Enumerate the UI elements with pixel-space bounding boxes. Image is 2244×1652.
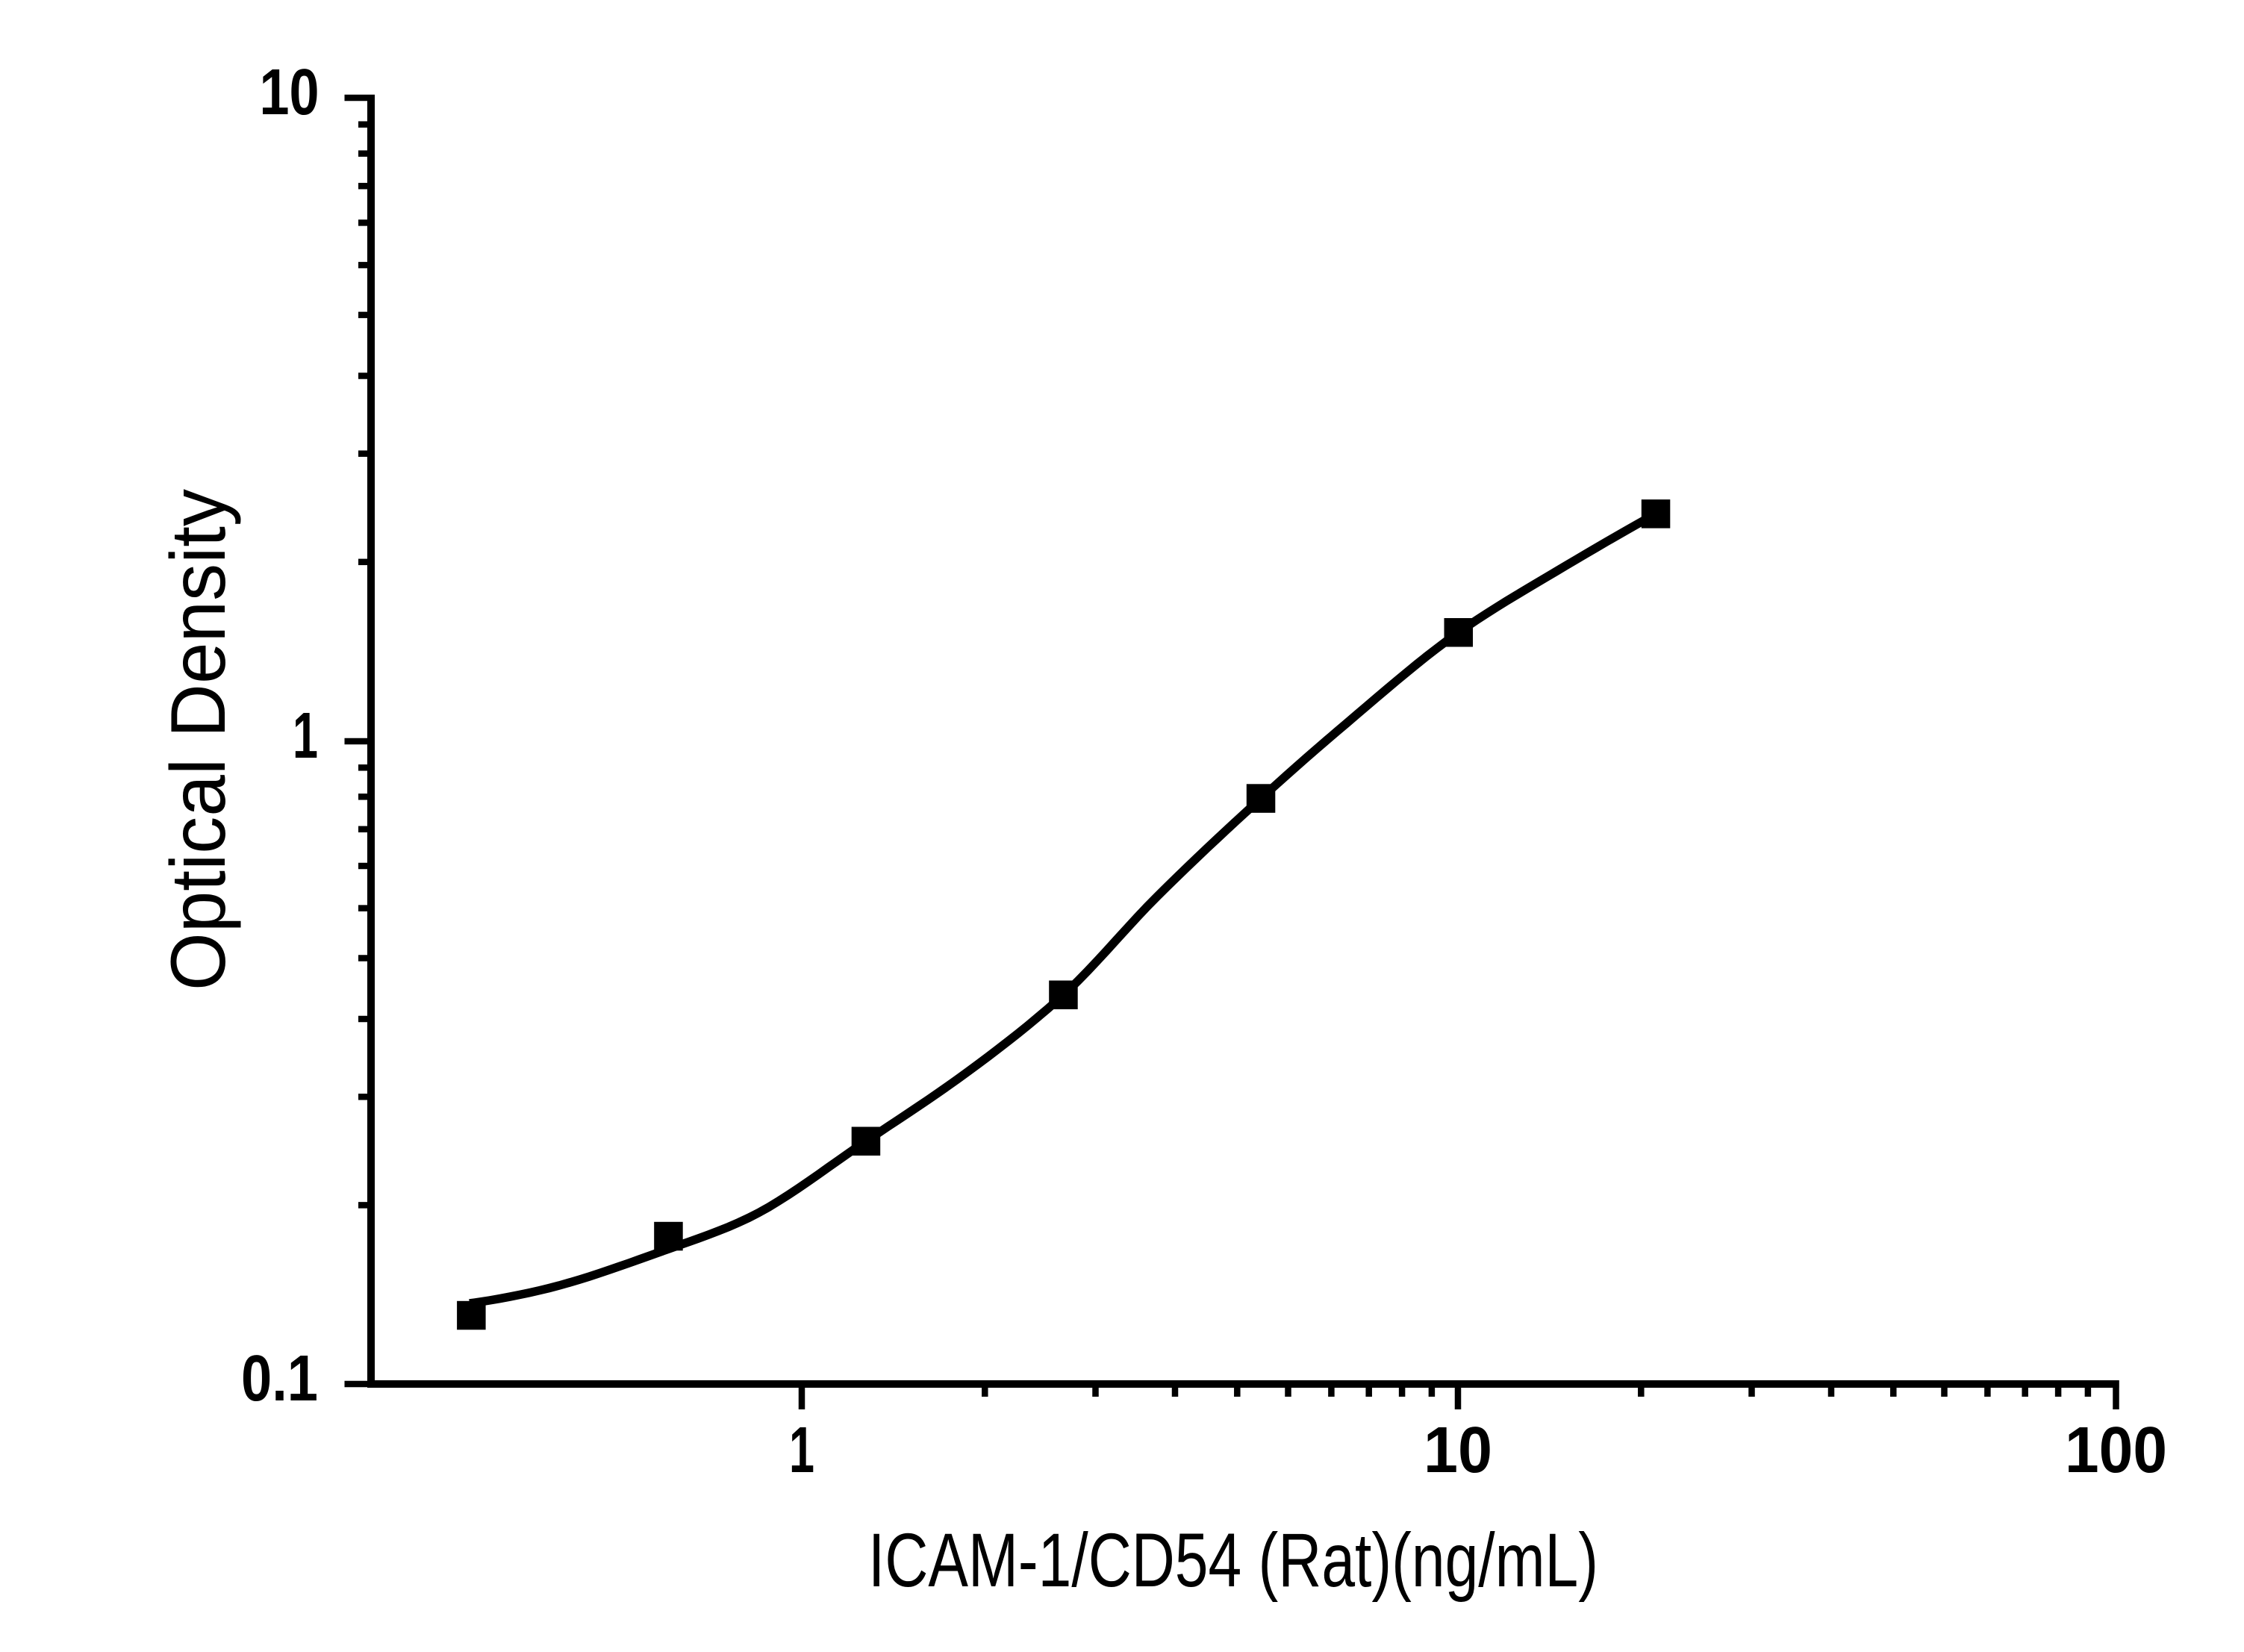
svg-text:ICAM-1/CD54 (Rat)(ng/mL): ICAM-1/CD54 (Rat)(ng/mL)	[868, 1518, 1598, 1603]
svg-text:10: 10	[260, 56, 320, 128]
svg-text:100: 100	[2065, 1414, 2167, 1486]
svg-text:Optical Density: Optical Density	[155, 489, 242, 991]
svg-text:1: 1	[293, 699, 318, 772]
svg-text:0.1: 0.1	[241, 1342, 318, 1415]
svg-text:1: 1	[789, 1414, 814, 1486]
svg-text:10: 10	[1424, 1414, 1492, 1486]
